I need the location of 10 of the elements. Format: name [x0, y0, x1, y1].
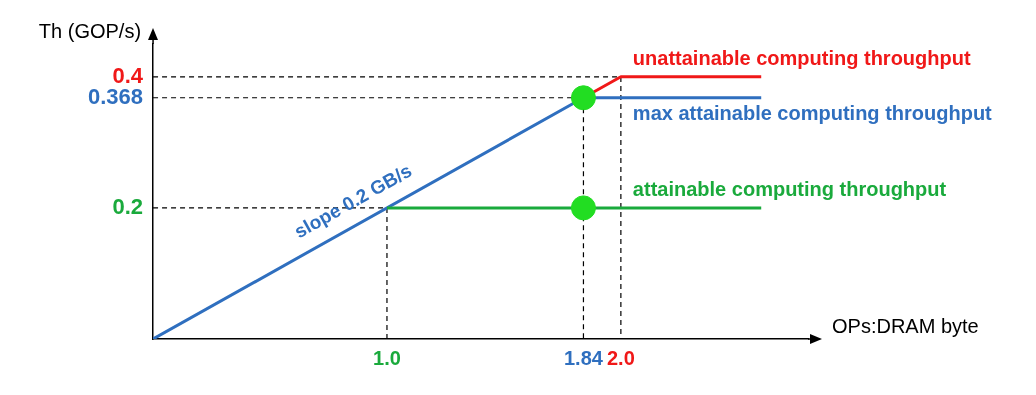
series-label: unattainable computing throughput — [632, 47, 971, 70]
x-tick-label: 2.0 — [606, 346, 635, 369]
x-tick-label: 1.84 — [563, 346, 604, 369]
x-tick-label: 1.0 — [373, 346, 401, 369]
y-axis-title: Th (GOP/s) — [38, 19, 142, 42]
series-label: max attainable computing throughput — [632, 102, 993, 125]
annotation: slope 0.2 GB/s — [290, 159, 416, 243]
x-axis-title: OPs:DRAM byte — [832, 314, 979, 337]
series-label: attainable computing throughput — [632, 178, 947, 201]
y-tick-label: 0.2 — [112, 193, 144, 219]
